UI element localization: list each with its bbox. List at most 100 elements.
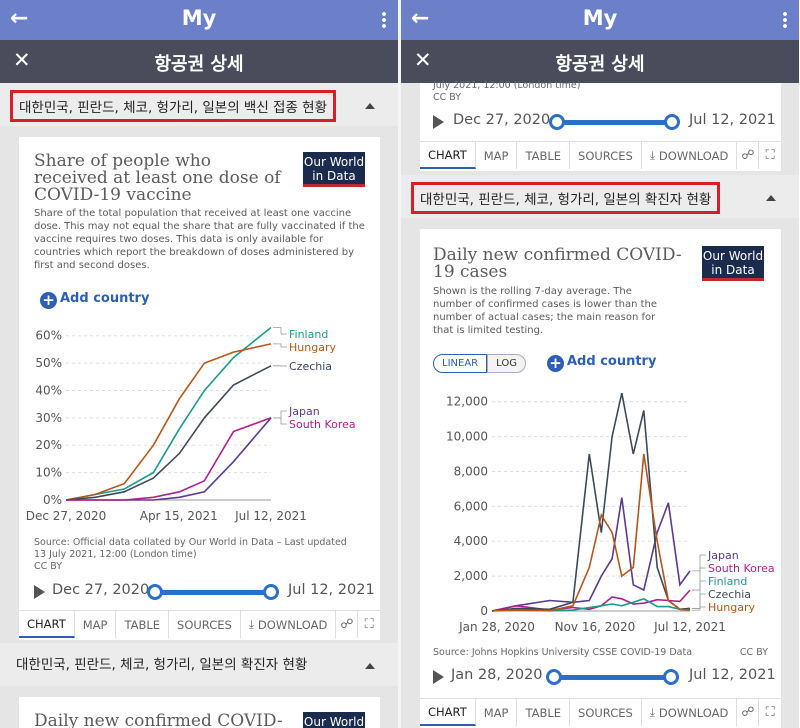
legend-label-hungary: Hungary — [708, 601, 755, 614]
app-bar: ← My — [401, 0, 799, 40]
y-tick-label: 12,000 — [446, 395, 488, 409]
legend-label-south-korea: South Korea — [289, 418, 356, 431]
vaccine-accordion-header[interactable]: 대한민국, 핀란드, 체코, 헝가리, 일본의 백신 접종 현황 — [0, 83, 398, 126]
legend-connector — [692, 567, 706, 591]
legend-label-south-korea: South Korea — [708, 562, 775, 575]
back-arrow-icon[interactable]: ← — [10, 6, 29, 31]
play-icon[interactable] — [433, 670, 444, 684]
tab-sources[interactable]: SOURCES — [570, 699, 642, 726]
timeline-track[interactable] — [558, 120, 672, 125]
tab-chart[interactable]: CHART — [420, 699, 476, 726]
legend-label-czechia: Czechia — [289, 360, 332, 373]
cases-line-chart: 0 2,000 4,000 6,000 8,000 10,000 12,000 Jan 28,… — [446, 392, 775, 634]
timeline-slider: Jan 28, 2020 Jul 12, 2021 — [433, 665, 776, 691]
sub-header-title: 항공권 상세 — [154, 54, 244, 75]
play-icon[interactable] — [34, 585, 45, 599]
y-tick-label: 8,000 — [454, 464, 488, 478]
timeline-end-date: Jul 12, 2021 — [288, 582, 375, 598]
timeline-track[interactable] — [156, 590, 271, 595]
timeline-slider: Dec 27, 2020 Jul 12, 2021 — [433, 110, 776, 136]
more-menu-icon[interactable] — [783, 11, 787, 29]
tab-chart[interactable]: CHART — [19, 611, 75, 638]
license-label: CC BY — [433, 92, 462, 103]
y-tick-label: 40% — [35, 383, 62, 397]
legend-connector — [692, 606, 706, 611]
timeline-start-date: Dec 27, 2020 — [52, 582, 150, 598]
x-tick-label: Nov 16, 2020 — [555, 620, 636, 634]
tab-map[interactable]: MAP — [75, 611, 117, 638]
series-line-japan — [66, 417, 272, 501]
linear-scale-button[interactable]: LINEAR — [433, 354, 488, 373]
series-line-czechia — [65, 365, 272, 501]
share-icon[interactable]: ☍ — [336, 611, 359, 638]
tab-sources[interactable]: SOURCES — [570, 142, 642, 169]
left-screen: ← My ✕ 항공권 상세 대한민국, 핀란드, 체코, 헝가리, 일본의 백신… — [0, 0, 398, 728]
cases-accordion-header[interactable]: 대한민국, 핀란드, 체코, 헝가리, 일본의 확진자 현황 — [401, 175, 799, 218]
close-icon[interactable]: ✕ — [414, 48, 432, 72]
tab-map[interactable]: MAP — [476, 142, 518, 169]
chart-tabs: CHART MAP TABLE SOURCES ⤓ DOWNLOAD ☍ ⛶ — [420, 141, 781, 169]
add-country-button[interactable]: + Add country — [547, 354, 656, 372]
close-icon[interactable]: ✕ — [13, 48, 31, 72]
tab-sources[interactable]: SOURCES — [169, 611, 241, 638]
chevron-up-icon[interactable] — [364, 660, 376, 672]
chart-source: Source: Johns Hopkins University CSSE CO… — [433, 647, 768, 658]
cases-accordion-header[interactable]: 대한민국, 핀란드, 체코, 헝가리, 일본의 확진자 현황 — [0, 643, 398, 686]
back-arrow-icon[interactable]: ← — [411, 6, 430, 31]
right-screen: ← My ✕ 항공권 상세 July 2021, 12:00 (London t… — [401, 0, 799, 728]
series-line-hungary — [491, 453, 691, 612]
cases-chart-card: Daily new confirmed COVID-19 cases Our W… — [420, 229, 781, 728]
play-icon[interactable] — [433, 115, 444, 129]
series-line-czechia — [491, 392, 691, 612]
app-title: My — [582, 6, 618, 30]
add-country-button[interactable]: + Add country — [40, 291, 149, 309]
cases-accordion-label: 대한민국, 핀란드, 체코, 헝가리, 일본의 확진자 현황 — [411, 182, 721, 214]
fullscreen-icon[interactable]: ⛶ — [364, 617, 374, 632]
legend-connector — [692, 554, 706, 572]
tab-download[interactable]: ⤓ DOWNLOAD — [642, 142, 738, 169]
tab-download[interactable]: ⤓ DOWNLOAD — [642, 699, 738, 726]
chart-title: Daily new confirmed COVID-19 — [34, 711, 283, 728]
x-tick-label: Dec 27, 2020 — [26, 509, 106, 523]
tab-chart[interactable]: CHART — [420, 142, 476, 169]
share-icon[interactable]: ☍ — [737, 699, 760, 726]
vaccine-chart-card-bottom: July 2021, 12:00 (London time) CC BY Dec … — [420, 80, 781, 171]
share-icon[interactable]: ☍ — [737, 142, 760, 169]
x-tick-label: Jul 12, 2021 — [653, 620, 726, 634]
series-line-finland — [65, 326, 272, 501]
download-icon: ⤓ — [649, 148, 655, 162]
more-menu-icon[interactable] — [382, 11, 386, 29]
sub-header: ✕ 항공권 상세 — [401, 40, 799, 83]
timeline-track[interactable] — [555, 675, 671, 680]
vaccine-line-chart: 0% 10% 20% 30% 40% 50% 60% Dec 27, 2020 Apr 15, … — [26, 326, 356, 523]
legend-label-hungary: Hungary — [289, 341, 336, 354]
license-label: CC BY — [34, 561, 63, 572]
legend-connector — [692, 580, 706, 609]
tab-map[interactable]: MAP — [476, 699, 518, 726]
tab-download[interactable]: ⤓ DOWNLOAD — [241, 611, 337, 638]
y-tick-label: 60% — [35, 329, 62, 343]
y-tick-label: 50% — [35, 356, 62, 370]
timeline-start-handle[interactable] — [546, 669, 562, 685]
fullscreen-icon[interactable]: ⛶ — [765, 705, 775, 720]
timeline-end-handle[interactable] — [663, 669, 679, 685]
chevron-up-icon[interactable] — [364, 100, 376, 112]
chevron-up-icon[interactable] — [765, 192, 777, 204]
tab-table[interactable]: TABLE — [517, 142, 571, 169]
x-tick-label: Jul 12, 2021 — [234, 509, 307, 523]
timeline-start-handle[interactable] — [147, 584, 163, 600]
timeline-start-handle[interactable] — [549, 114, 565, 130]
tab-table[interactable]: TABLE — [116, 611, 170, 638]
x-tick-label: Jan 28, 2020 — [458, 620, 535, 634]
fullscreen-icon[interactable]: ⛶ — [765, 148, 775, 163]
tab-table[interactable]: TABLE — [517, 699, 571, 726]
timeline-end-handle[interactable] — [263, 584, 279, 600]
timeline-end-handle[interactable] — [664, 114, 680, 130]
legend-connector — [273, 327, 287, 335]
y-tick-label: 0 — [480, 604, 488, 618]
log-scale-button[interactable]: LOG — [487, 354, 526, 373]
chart-description: Share of the total population that recei… — [34, 208, 365, 271]
